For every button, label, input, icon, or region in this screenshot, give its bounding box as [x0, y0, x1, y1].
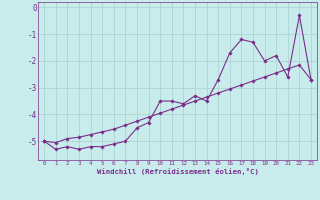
X-axis label: Windchill (Refroidissement éolien,°C): Windchill (Refroidissement éolien,°C) — [97, 168, 259, 175]
